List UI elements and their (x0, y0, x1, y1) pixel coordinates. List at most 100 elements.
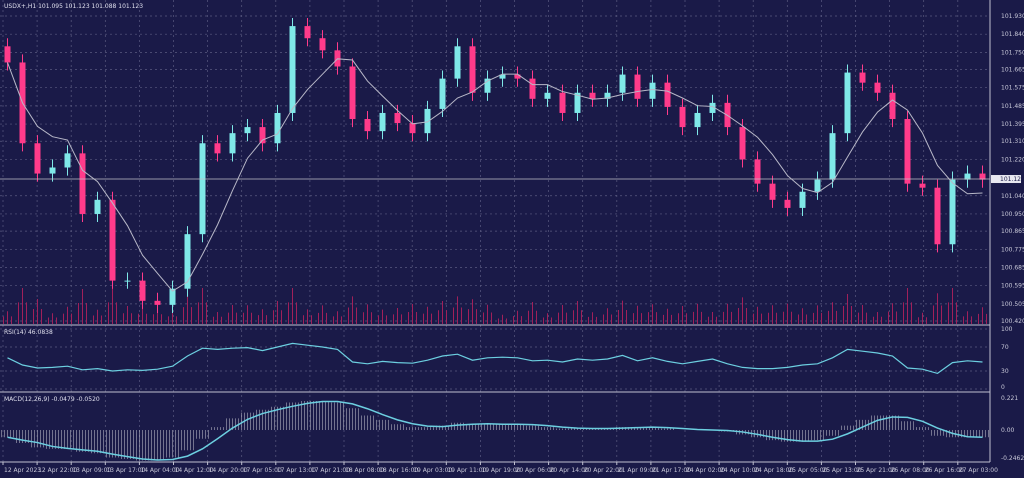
x-tick-label: 26 Apr 16:00 (925, 467, 964, 474)
x-tick-label: 21 Apr 09:00 (618, 467, 657, 474)
price-tick-label: 101.310 (1001, 138, 1024, 145)
candle-bullish (619, 74, 626, 93)
candle-bearish (634, 74, 641, 99)
price-tick-label: 100.505 (1001, 301, 1024, 308)
candle-bearish (469, 46, 476, 93)
candle-bearish (529, 78, 536, 99)
x-tick-label: 26 Apr 08:00 (891, 467, 930, 474)
x-tick-label: 24 Apr 18:00 (754, 467, 793, 474)
candle-bullish (964, 173, 971, 180)
price-tick-label: 100.865 (1001, 228, 1024, 235)
candle-bearish (514, 74, 521, 79)
candle-bearish (4, 46, 11, 63)
candle-bullish (184, 234, 191, 289)
candle-bullish (439, 78, 446, 109)
candle-bearish (859, 72, 866, 83)
rsi-tick-label: 30 (1001, 368, 1009, 375)
x-tick-label: 17 Apr 21:00 (311, 467, 350, 474)
candle-bearish (139, 280, 146, 301)
candle-bearish (919, 183, 926, 188)
candle-bearish (889, 92, 896, 120)
candle-bullish (169, 288, 176, 305)
candle-bearish (409, 123, 416, 134)
macd-signal-line (7, 400, 983, 461)
moving-average-line (7, 58, 983, 292)
price-tick-label: 101.575 (1001, 85, 1024, 92)
candle-bullish (244, 127, 251, 134)
candle-bearish (304, 26, 311, 39)
price-tick-label: 101.930 (1001, 13, 1024, 20)
candle-bullish (289, 26, 296, 113)
candle-bullish (829, 133, 836, 180)
price-tick-label: 100.775 (1001, 246, 1024, 253)
x-tick-label: 14 Apr 12:00 (175, 467, 214, 474)
candle-bullish (649, 82, 656, 99)
candle-bullish (499, 74, 506, 79)
candle-bearish (214, 143, 221, 154)
candle-bearish (34, 143, 41, 174)
macd-tick-label: -0.2462 (1001, 455, 1024, 462)
symbol-header: USDX+,H1 101.095 101.123 101.088 101.123 (4, 3, 143, 10)
candle-bullish (64, 153, 71, 168)
candle-bearish (349, 66, 356, 120)
price-tick-label: 101.395 (1001, 121, 1024, 128)
macd-panel (1, 400, 989, 461)
candle-bullish (274, 112, 281, 144)
price-tick-label: 100.950 (1001, 211, 1024, 218)
candles (4, 18, 986, 313)
rsi-line (7, 342, 983, 375)
candle-bearish (109, 199, 116, 281)
price-tick-label: 101.485 (1001, 103, 1024, 110)
x-tick-label: 19 Apr 19:00 (481, 467, 520, 474)
x-tick-label: 24 Apr 10:00 (720, 467, 759, 474)
candle-bearish (394, 112, 401, 124)
candle-bearish (934, 187, 941, 245)
x-tick-label: 17 Apr 13:00 (277, 467, 316, 474)
rsi-panel (0, 328, 990, 390)
x-tick-label: 14 Apr 04:00 (140, 467, 179, 474)
x-tick-label: 14 Apr 20:00 (209, 467, 248, 474)
candle-bearish (154, 300, 161, 305)
candle-bearish (979, 173, 986, 180)
x-tick-label: 19 Apr 03:00 (413, 467, 452, 474)
price-tick-label: 101.040 (1001, 193, 1024, 200)
macd-tick-label: 0.221 (1001, 395, 1018, 402)
candle-bearish (754, 159, 761, 184)
candle-bearish (784, 199, 791, 208)
x-tick-label: 25 Apr 05:00 (788, 467, 827, 474)
candle-bullish (694, 112, 701, 128)
candle-bullish (229, 133, 236, 154)
candle-bullish (484, 78, 491, 93)
x-tick-label: 18 Apr 08:00 (345, 467, 384, 474)
macd-tick-label: 0.00 (1001, 427, 1015, 434)
candle-bullish (814, 179, 821, 192)
candle-bullish (604, 92, 611, 99)
candle-bullish (799, 191, 806, 208)
rsi-tick-label: 70 (1001, 344, 1009, 351)
x-tick-label: 13 Apr 17:00 (106, 467, 145, 474)
candle-bullish (379, 112, 386, 132)
price-tick-label: 101.750 (1001, 49, 1024, 56)
candle-bearish (904, 119, 911, 184)
x-tick-label: 24 Apr 02:00 (686, 467, 725, 474)
rsi-tick-label: 0 (1001, 384, 1005, 391)
current-price-badge (991, 175, 1021, 184)
x-tick-label: 25 Apr 13:00 (822, 467, 861, 474)
candle-bullish (94, 199, 101, 214)
candle-bearish (559, 92, 566, 113)
x-tick-label: 18 Apr 16:00 (379, 467, 418, 474)
x-tick-label: 20 Apr 22:00 (584, 467, 623, 474)
candle-bullish (199, 143, 206, 235)
candle-bullish (949, 179, 956, 245)
candle-bullish (709, 102, 716, 113)
candle-bullish (574, 92, 581, 113)
x-tick-label: 20 Apr 14:00 (550, 467, 589, 474)
rsi-tick-label: 100 (1001, 326, 1013, 333)
x-tick-label: 25 Apr 21:00 (857, 467, 896, 474)
price-tick-label: 101.840 (1001, 31, 1024, 38)
x-tick-label: 12 Apr 2023 (4, 467, 41, 474)
candle-bullish (844, 72, 851, 134)
rsi-header: RSI(14) 46.0838 (4, 329, 53, 336)
